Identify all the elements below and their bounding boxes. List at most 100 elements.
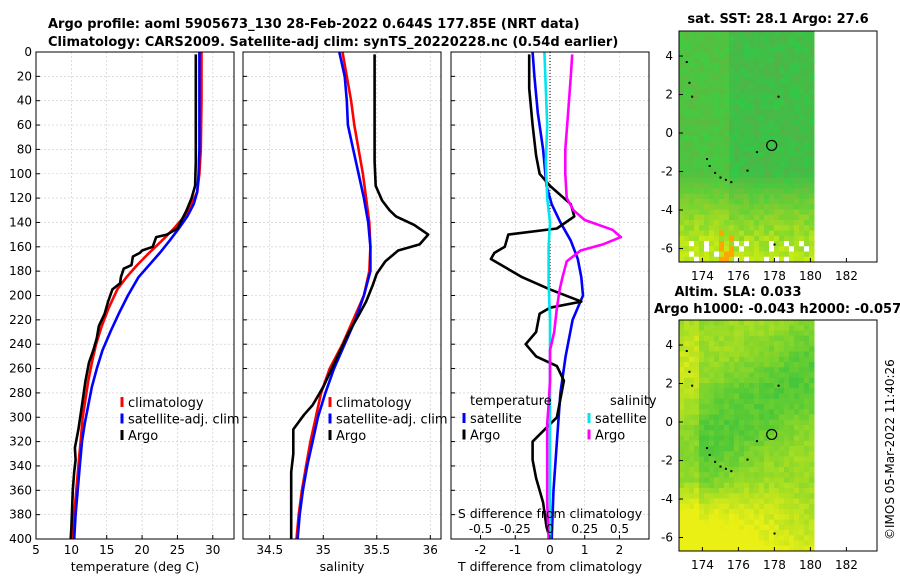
map-cell	[769, 535, 775, 541]
map-cell	[794, 188, 800, 195]
map-cell	[689, 530, 695, 536]
map-cell	[689, 519, 695, 526]
map-cell	[729, 57, 735, 63]
map-cell	[729, 514, 735, 520]
map-cell	[739, 88, 745, 95]
map-cell	[779, 446, 785, 452]
map-cell	[699, 477, 705, 484]
map-cell	[684, 235, 690, 242]
map-cell	[769, 372, 775, 379]
map-cell	[714, 120, 720, 126]
map-cell	[769, 425, 775, 431]
map-cell	[789, 67, 795, 74]
island-marker	[724, 467, 727, 470]
map-cell	[729, 320, 735, 326]
map-cell	[739, 493, 745, 499]
map-cell	[704, 335, 710, 342]
map-cell	[679, 99, 685, 105]
map-cell	[749, 451, 755, 457]
map-cell	[739, 388, 745, 394]
map-cell	[764, 167, 770, 174]
map-cell	[699, 46, 705, 53]
map-cell	[719, 488, 725, 494]
map-cell	[784, 409, 790, 415]
map-cell	[734, 498, 740, 505]
map-cell	[774, 157, 780, 163]
map-cell	[684, 199, 690, 205]
map-cell	[704, 498, 710, 505]
map-cell	[799, 214, 805, 221]
map-cell	[719, 57, 725, 63]
map-cell	[749, 351, 755, 358]
map-cell	[719, 362, 725, 368]
map-cell	[759, 183, 765, 189]
map-cell	[774, 172, 780, 179]
map-cell	[734, 251, 740, 258]
map-cell	[739, 498, 745, 505]
map-cell	[769, 115, 775, 121]
map-cell	[739, 456, 745, 463]
map-cell	[789, 503, 795, 510]
map-cell	[789, 136, 795, 142]
map-cell	[779, 130, 785, 137]
map-cell	[679, 157, 685, 163]
map-cell	[734, 341, 740, 347]
map-cell	[694, 172, 700, 179]
map-cell	[779, 172, 785, 179]
map-cell	[714, 256, 720, 263]
map-cell	[689, 220, 695, 226]
map-cell	[764, 498, 770, 505]
map-cell	[704, 83, 710, 90]
map-cell	[729, 209, 735, 216]
map-frame	[678, 30, 878, 263]
map-x-tick-label: 178	[763, 269, 786, 283]
map-cell	[809, 183, 815, 189]
map-cell	[704, 461, 710, 468]
map-cell	[714, 545, 720, 552]
map-cell	[759, 535, 765, 541]
map-cell	[759, 256, 765, 263]
map-cell	[719, 78, 725, 84]
map-cell	[799, 52, 805, 58]
map-cell	[799, 235, 805, 242]
map-cell	[709, 540, 715, 547]
map-cell	[734, 225, 740, 231]
map-cell	[764, 136, 770, 142]
map-cell	[759, 461, 765, 468]
map-cell	[809, 204, 815, 210]
map-cell	[759, 225, 765, 231]
map-cell	[764, 493, 770, 499]
map-cell	[734, 461, 740, 468]
map-cell	[714, 477, 720, 484]
map-cell	[714, 330, 720, 337]
map-cell	[714, 509, 720, 515]
map-cell	[804, 524, 810, 531]
map-cell	[779, 36, 785, 42]
map-cell	[739, 519, 745, 526]
map-cell	[699, 456, 705, 463]
map-cell	[679, 146, 685, 153]
argo-position-marker	[766, 428, 778, 441]
map-cell	[779, 73, 785, 79]
map-cell	[734, 372, 740, 379]
map-cell	[769, 62, 775, 69]
map-cell	[694, 57, 700, 63]
map-cell	[754, 241, 760, 247]
map-cell	[784, 130, 790, 137]
map-cell	[694, 540, 700, 547]
map-cell	[779, 151, 785, 158]
map-cell	[699, 183, 705, 189]
map-cell	[684, 188, 690, 195]
map-cell	[754, 36, 760, 42]
map-cell	[769, 31, 775, 37]
map-cell	[769, 78, 775, 84]
map-cell	[724, 482, 730, 489]
map-cell	[804, 99, 810, 105]
map-cell	[754, 335, 760, 342]
map-cell	[694, 419, 700, 426]
map-cell	[764, 456, 770, 463]
map-cell	[779, 241, 785, 247]
map-cell	[684, 125, 690, 132]
map-cell	[739, 146, 745, 153]
map-cell	[729, 246, 735, 252]
